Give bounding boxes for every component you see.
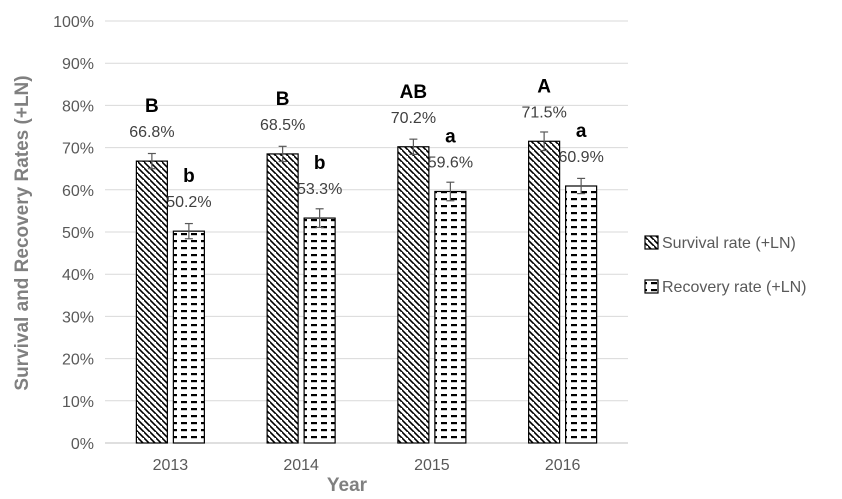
y-tick-label: 10% (62, 394, 94, 411)
bar (303, 217, 336, 444)
legend-label: Survival rate (+LN) (662, 235, 796, 252)
bar (528, 140, 561, 444)
legend: Survival rate (+LN) Recovery rate (+LN) (644, 235, 807, 296)
x-tick-label: 2015 (414, 457, 450, 474)
x-axis-title: Year (327, 475, 368, 496)
significance-label: a (576, 121, 587, 142)
significance-label: b (314, 153, 326, 174)
bar (172, 230, 205, 444)
y-tick-label: 90% (62, 56, 94, 73)
x-axis-ticks: 2013 2014 2015 2016 (153, 457, 581, 474)
x-tick-label: 2014 (283, 457, 319, 474)
y-axis-ticks: 0% 10% 20% 30% 40% 50% 60% 70% 80% 90% 100% (53, 14, 94, 453)
bars: 66.8% B 50.2% b 68.5% B 53.3% b 70.2% AB 59.6% a 71.… (129, 76, 604, 444)
significance-label: B (276, 89, 290, 110)
x-tick-label: 2013 (153, 457, 189, 474)
significance-label: AB (400, 82, 427, 103)
legend-label: Recovery rate (+LN) (662, 279, 807, 296)
bar (397, 146, 430, 444)
data-label: 53.3% (297, 181, 342, 198)
y-tick-label: 20% (62, 352, 94, 369)
x-tick-label: 2016 (545, 457, 581, 474)
data-label: 60.9% (558, 149, 603, 166)
data-label: 70.2% (391, 110, 436, 127)
significance-label: b (183, 166, 195, 187)
significance-label: B (145, 96, 159, 117)
significance-label: A (537, 76, 551, 97)
y-tick-label: 30% (62, 309, 94, 326)
legend-swatch (644, 279, 659, 294)
y-tick-label: 70% (62, 141, 94, 158)
bar (266, 153, 299, 444)
data-label: 71.5% (521, 104, 566, 121)
data-label: 50.2% (166, 194, 211, 211)
data-label: 68.5% (260, 117, 305, 134)
data-label: 66.8% (129, 124, 174, 141)
y-tick-label: 0% (71, 436, 94, 453)
bar (565, 185, 598, 444)
legend-swatch (644, 235, 659, 250)
y-tick-label: 80% (62, 98, 94, 115)
y-axis-title: Survival and Recovery Rates (+LN) (12, 75, 33, 390)
y-tick-label: 60% (62, 183, 94, 200)
data-label: 59.6% (428, 154, 473, 171)
bar (135, 160, 168, 444)
y-tick-label: 100% (53, 14, 94, 31)
y-tick-label: 50% (62, 225, 94, 242)
bar (434, 190, 467, 444)
y-tick-label: 40% (62, 267, 94, 284)
significance-label: a (445, 126, 456, 147)
